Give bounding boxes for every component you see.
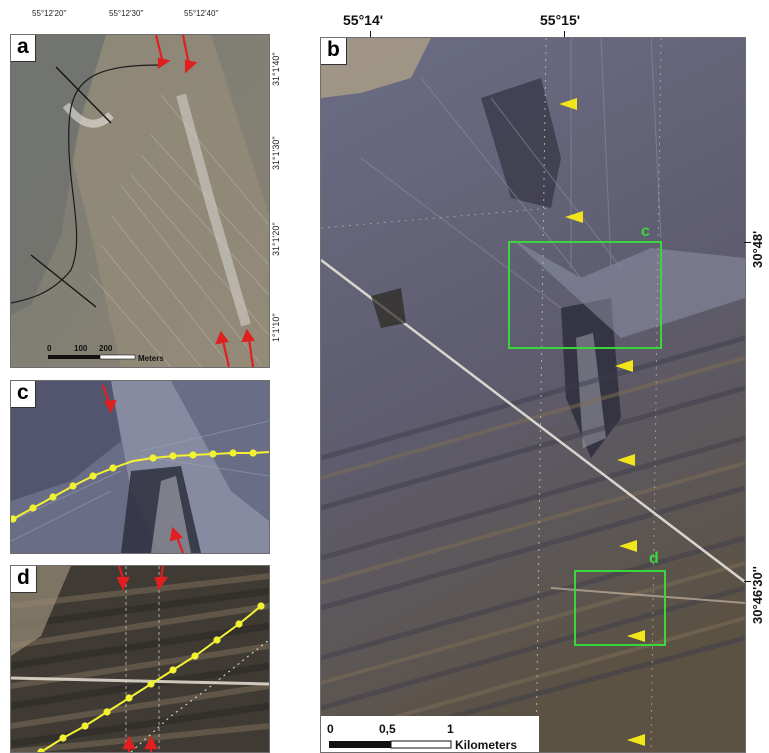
panel-a-scale-100: 100 <box>74 344 88 353</box>
panel-a-side-coord-1: 31°1'40'' <box>271 52 281 86</box>
panel-b-scale-1: 1 <box>447 722 454 736</box>
panel-b-tick-top-2 <box>564 31 565 38</box>
panel-b-box-c-label: c <box>641 223 650 240</box>
panel-b-scale-unit: Kilometers <box>455 738 518 752</box>
panel-d-imagery <box>11 566 269 752</box>
panel-a-scale-unit: Meters <box>138 354 164 363</box>
panel-b-top-coord-2: 55°15' <box>540 12 581 28</box>
panel-a-top-coord-1: 55°12'20'' <box>32 9 67 18</box>
panel-a-top-coord-3: 55°12'40'' <box>184 9 219 18</box>
panel-a-side-coord-3: 31°1'20'' <box>271 222 281 256</box>
panel-a-imagery <box>11 35 269 367</box>
panel-a-scale-200: 200 <box>99 344 113 353</box>
panel-c-label: c <box>11 381 36 408</box>
panel-b-tick-side-1 <box>744 242 751 243</box>
panel-c-imagery <box>11 381 269 553</box>
panel-c-image: c <box>10 380 270 554</box>
panel-d-image: d <box>10 565 270 753</box>
panel-b-tick-top-1 <box>370 31 371 38</box>
panel-b-scale-0: 0 <box>327 722 334 736</box>
panel-a-side-coord-2: 31°1'30'' <box>271 136 281 170</box>
panel-a-side-coord-4: 1°1'10'' <box>271 313 281 342</box>
panel-a-top-coord-2: 55°12'30'' <box>109 9 144 18</box>
panel-b-imagery <box>321 38 745 752</box>
panel-a-scale-0: 0 <box>47 344 52 353</box>
panel-b-tick-side-2 <box>744 581 751 582</box>
panel-b-image: b c d 0 0,5 1 Kilometers <box>320 37 746 753</box>
panel-b-scale-05: 0,5 <box>379 722 396 736</box>
panel-b-label: b <box>321 38 347 65</box>
panel-a-label: a <box>11 35 36 62</box>
panel-b-top-coord-1: 55°14' <box>343 12 384 28</box>
panel-b-side-coord-1: 30°48' <box>750 230 765 268</box>
panel-a-image: a 0 100 200 Meters <box>10 34 270 368</box>
panel-b-side-coord-2: 30°46'30'' <box>750 566 765 624</box>
panel-b-box-d-label: d <box>649 550 659 567</box>
panel-d-label: d <box>11 566 37 593</box>
